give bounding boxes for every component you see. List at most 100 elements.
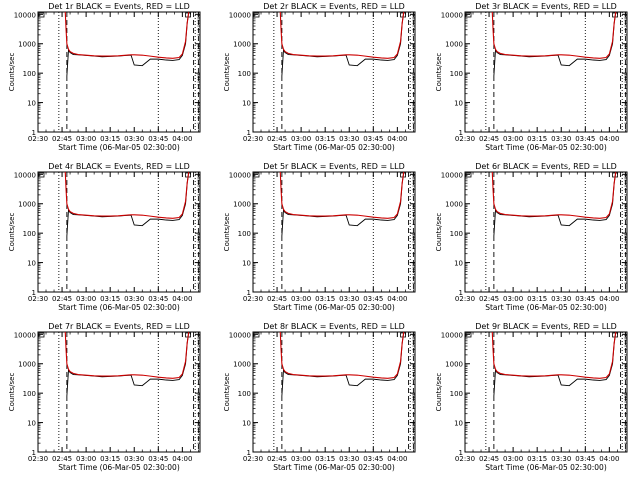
- corner-marker-left: [38, 332, 45, 338]
- corner-marker-left: [465, 12, 472, 18]
- corner-marker-left: [465, 332, 472, 338]
- x-tick-label: 03:45: [148, 295, 168, 303]
- series-events-line: [493, 332, 617, 397]
- corner-marker-left: [38, 12, 45, 18]
- y-axis-label: Counts/sec: [8, 213, 16, 252]
- y-tick-label: 1000: [233, 41, 251, 49]
- series-lld-line: [279, 332, 405, 379]
- x-tick-label: 03:15: [315, 135, 335, 143]
- x-tick-label: 04:00: [599, 295, 619, 303]
- y-tick-label: 10: [242, 260, 251, 268]
- x-tick-label: 03:30: [124, 455, 144, 463]
- x-tick-label: 03:15: [100, 135, 120, 143]
- series-events-line: [493, 12, 617, 77]
- series-events-line: [66, 172, 190, 237]
- x-axis-label: Start Time (06-Mar-05 02:30:00): [58, 303, 180, 312]
- x-tick-label: 03:45: [363, 455, 383, 463]
- y-axis-label: Counts/sec: [435, 373, 443, 412]
- x-tick-label: 03:45: [575, 455, 595, 463]
- y-tick-label: 1000: [445, 361, 463, 369]
- panel-det-9: Det 9r BLACK = Events, RED = LLD 1 10 100 10…: [435, 322, 628, 472]
- x-axis-label: Start Time (06-Mar-05 02:30:00): [485, 303, 607, 312]
- x-tick-label: 03:00: [503, 295, 523, 303]
- x-tick-label: 03:00: [291, 295, 311, 303]
- x-tick-label: 04:00: [172, 295, 192, 303]
- x-tick-label: 04:00: [599, 455, 619, 463]
- x-tick-label: 02:30: [28, 135, 48, 143]
- x-tick-label: 03:30: [124, 295, 144, 303]
- x-tick-label: 03:45: [575, 135, 595, 143]
- x-tick-label: 03:15: [315, 455, 335, 463]
- y-axis-label: Counts/sec: [435, 53, 443, 92]
- y-tick-label: 1000: [445, 201, 463, 209]
- x-tick-label: 03:15: [100, 295, 120, 303]
- panel-det-6: Det 6r BLACK = Events, RED = LLD 1 10 100 10…: [435, 162, 628, 312]
- panel-title: Det 3r BLACK = Events, RED = LLD: [475, 2, 617, 11]
- y-tick-label: 1000: [233, 201, 251, 209]
- x-tick-label: 04:00: [599, 135, 619, 143]
- y-tick-label: 1: [459, 129, 463, 137]
- y-tick-label: 10000: [14, 171, 36, 179]
- x-tick-label: 03:30: [339, 295, 359, 303]
- x-tick-label: 03:00: [291, 135, 311, 143]
- panel-det-7: Det 7r BLACK = Events, RED = LLD 1 10 100 10…: [8, 322, 201, 472]
- y-tick-label: 10: [454, 420, 463, 428]
- plot-frame: [37, 331, 201, 453]
- x-tick-label: 02:45: [267, 135, 287, 143]
- plot-frame: [252, 171, 416, 293]
- y-tick-label: 1000: [18, 361, 36, 369]
- x-tick-label: 02:30: [243, 135, 263, 143]
- x-tick-label: 03:15: [315, 295, 335, 303]
- y-tick-label: 10000: [229, 171, 251, 179]
- plot-frame: [464, 171, 628, 293]
- x-tick-label: 02:45: [479, 455, 499, 463]
- y-tick-label: 10000: [229, 331, 251, 339]
- x-tick-label: 03:30: [551, 295, 571, 303]
- x-tick-label: 02:45: [479, 295, 499, 303]
- y-tick-label: 10000: [14, 11, 36, 19]
- series-lld-line: [64, 172, 190, 219]
- y-tick-label: 1: [247, 129, 251, 137]
- panel-det-1: Det 1r BLACK = Events, RED = LLD 1 10 100 10…: [8, 2, 201, 152]
- x-tick-label: 03:45: [363, 295, 383, 303]
- series-lld-line: [279, 172, 405, 219]
- x-tick-label: 03:30: [551, 455, 571, 463]
- corner-marker-left: [253, 172, 260, 178]
- corner-marker-left: [253, 12, 260, 18]
- panel-det-8: Det 8r BLACK = Events, RED = LLD 1 10 100 10…: [223, 322, 416, 472]
- x-tick-label: 03:15: [100, 455, 120, 463]
- y-tick-label: 10: [454, 100, 463, 108]
- y-tick-label: 1000: [233, 361, 251, 369]
- y-tick-label: 100: [23, 70, 36, 78]
- series-events-line: [66, 332, 190, 397]
- x-axis-label: Start Time (06-Mar-05 02:30:00): [58, 463, 180, 472]
- y-tick-label: 10: [242, 420, 251, 428]
- x-tick-label: 03:45: [363, 135, 383, 143]
- x-tick-label: 03:15: [527, 135, 547, 143]
- y-axis-label: Counts/sec: [223, 213, 231, 252]
- panel-title: Det 6r BLACK = Events, RED = LLD: [475, 162, 617, 171]
- y-tick-label: 10: [454, 260, 463, 268]
- panel-det-2: Det 2r BLACK = Events, RED = LLD 1 10 100 10…: [223, 2, 416, 152]
- y-tick-label: 100: [238, 230, 251, 238]
- y-tick-label: 10000: [14, 331, 36, 339]
- series-lld-line: [64, 12, 190, 59]
- x-tick-label: 03:45: [148, 135, 168, 143]
- x-tick-label: 03:00: [503, 135, 523, 143]
- panel-title: Det 1r BLACK = Events, RED = LLD: [48, 2, 190, 11]
- series-lld-line: [491, 172, 617, 219]
- y-tick-label: 100: [23, 230, 36, 238]
- y-tick-label: 100: [450, 70, 463, 78]
- y-axis-label: Counts/sec: [435, 213, 443, 252]
- series-events-line: [66, 12, 190, 77]
- x-axis-label: Start Time (06-Mar-05 02:30:00): [485, 143, 607, 152]
- x-tick-label: 04:00: [387, 455, 407, 463]
- x-tick-label: 02:45: [267, 295, 287, 303]
- y-tick-label: 100: [450, 390, 463, 398]
- x-tick-label: 02:30: [455, 455, 475, 463]
- x-tick-label: 03:15: [527, 295, 547, 303]
- y-tick-label: 1: [32, 449, 36, 457]
- x-tick-label: 03:45: [575, 295, 595, 303]
- x-tick-label: 02:45: [52, 295, 72, 303]
